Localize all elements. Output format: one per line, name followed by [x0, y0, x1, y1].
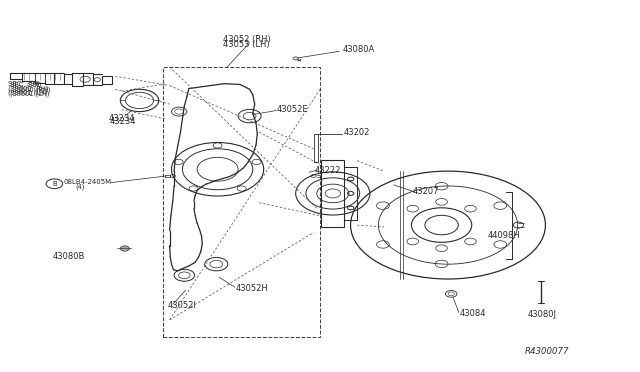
Text: R4300077: R4300077 [525, 347, 570, 356]
Text: (39601 (LH): (39601 (LH) [8, 89, 47, 96]
Text: 43234: 43234 [110, 117, 136, 126]
Text: 43084: 43084 [460, 309, 486, 318]
Text: (39600 (RH): (39600 (RH) [8, 85, 48, 92]
Text: 43052 (RH): 43052 (RH) [223, 35, 271, 44]
Text: 43080J: 43080J [528, 310, 557, 319]
Text: 08LB4-2405M: 08LB4-2405M [64, 179, 112, 185]
Text: SEC. 396: SEC. 396 [10, 82, 41, 88]
Text: 43052H: 43052H [236, 284, 268, 293]
Text: B: B [52, 181, 57, 187]
Text: 43053 (LH): 43053 (LH) [223, 40, 270, 49]
Bar [321, 160, 344, 227]
Text: 43207: 43207 [413, 187, 439, 196]
Text: SEC. 396: SEC. 396 [8, 81, 39, 87]
Text: 43052I: 43052I [168, 301, 196, 310]
Text: (4): (4) [75, 183, 84, 190]
Text: 43234: 43234 [109, 114, 135, 123]
Text: (39601 (LH): (39601 (LH) [10, 90, 49, 97]
Text: (39600 (RH): (39600 (RH) [10, 86, 50, 93]
Text: 43080B: 43080B [52, 252, 85, 261]
Text: 43202: 43202 [344, 128, 370, 137]
Text: 44098H: 44098H [488, 231, 520, 240]
Bar [163, 67, 320, 337]
Text: 43080A: 43080A [342, 45, 374, 54]
Text: 43222: 43222 [315, 166, 341, 174]
Text: 43052E: 43052E [276, 105, 308, 114]
